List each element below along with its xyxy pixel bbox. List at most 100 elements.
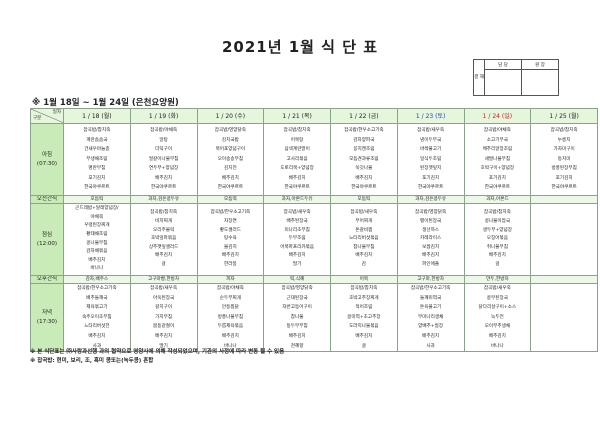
menu-item: 떡,식혜 [290, 277, 305, 282]
date-header: 1 / 21 (목) [263, 108, 331, 124]
menu-cell [530, 195, 598, 204]
menu-item: 포기김치 [555, 175, 573, 181]
menu-item: 배추김치 [355, 175, 373, 181]
date-header: 1 / 19 (화) [129, 108, 198, 124]
menu-item: 잡곡밥/새우죽 [483, 286, 511, 291]
meal-label: 점심 (12:00) [30, 203, 64, 276]
menu-cell: 모듬떡 [330, 195, 398, 204]
menu-table: 일자 구분 1 / 18 (월) 1 / 19 (화) 1 / 20 (수) 1 / … [30, 108, 598, 353]
menu-item: 포기김치 [422, 175, 440, 181]
menu-cell: 잡곡밥/한우소고기죽 감자양파국 꽁치캔조림 모듬견과류조림 쑥갓나물 배추김치 한국야쿠르… [330, 123, 398, 196]
menu-item: 녹두전 [491, 314, 504, 320]
menu-item: 꽁치캔조림 [353, 147, 375, 153]
page-title: 2021년 1월 식 단 표 [221, 38, 379, 56]
note-disclaimer: ※ 본 식단표는 ㈜사랑과선행 과의 협약으로 영양사에 의해 작성되었으며, … [30, 349, 285, 355]
menu-item: 오리주물럭 [153, 227, 175, 233]
menu-item: 알탕 [159, 137, 168, 143]
menu-cell: 피자 [196, 275, 265, 284]
menu-item: 배추김치 [355, 333, 373, 339]
menu-cell: 잡곡밥/새우죽 무어찌개 돈갈비찜 느타리버섯볶음 참나물무침 배추김치 감 [330, 203, 398, 276]
menu-item: 두부조림 [288, 236, 306, 242]
menu-item: 잡곡밥/새우죽 [150, 286, 178, 291]
corner-category-label: 구분 [33, 116, 42, 121]
menu-item: 가자미구이 [553, 147, 575, 153]
meal-name: 오후간식 [36, 276, 58, 283]
menu-item: 콩무된장국 [486, 295, 508, 301]
menu-item: 보쌈김치 [422, 244, 440, 250]
menu-item: 바나나 [491, 343, 504, 349]
approval-staff-header: 담 당 [484, 59, 522, 70]
menu-item: 배추김치 [155, 333, 173, 339]
menu-item: 연두부+양념장 [149, 166, 179, 172]
menu-item: 딸기 [159, 343, 168, 349]
menu-item: 한라봉 [224, 261, 237, 267]
menu-item: 호박고추장찌개 [349, 295, 379, 301]
menu-item: 한국야쿠르트 [217, 185, 244, 191]
menu-item: 바나나 [90, 266, 104, 272]
meal-name: 저녁 [41, 309, 53, 316]
menu-item: 느타리버섯볶음 [349, 236, 379, 242]
menu-item: 배추김치 [155, 253, 173, 259]
menu-item: 배추김치 [221, 333, 239, 339]
menu-item: 건새우마늘종 [84, 147, 110, 153]
date-header: 1 / 20 (수) [196, 108, 265, 124]
menu-item: 잡곡밥/한우소고기죽 [210, 210, 251, 216]
menu-cell: 고구마,한방차 [396, 275, 465, 284]
menu-item: 배추김치 [488, 333, 506, 339]
menu-item: 곤드레밥+달래양념장/ [75, 206, 119, 212]
menu-item: 동두부무침 [286, 324, 308, 330]
menu-item: 과자,검은콩두유 [415, 197, 447, 202]
date-header: 1 / 23 (토) [396, 108, 465, 124]
approval-label: 결 재 [473, 59, 485, 96]
menu-item: 명란무침 [88, 166, 106, 172]
menu-cell: 잡곡밥/새우죽 냉이두부국 바싹불고기 일식두조림 된장깻잎지 포기김치 한국야쿠르트 [396, 123, 465, 196]
meal-time: (12:00) [36, 240, 58, 247]
menu-item: 어묵 [359, 277, 369, 282]
meal-row: 저녁 (17:30) 잡곡밥/한우소고기죽 배추들깨국 제육볶고기 숙주오이초무침 느타리버… [30, 282, 598, 353]
menu-item: 계란솜솜국 [86, 137, 108, 143]
menu-item: 파인애플 [422, 261, 440, 267]
menu-item: 쑥갓나물 [355, 166, 373, 172]
approval-box: 결 재 담 당 원 장 [473, 59, 559, 96]
menu-item: 잡곡밥/참치죽 [483, 210, 511, 216]
menu-item: 콩미역+초고추장 [347, 314, 381, 320]
approval-staff-signature[interactable] [484, 69, 522, 96]
menu-item: 적어조림 [355, 305, 373, 311]
note-grain: ※ 잡곡밥: 현미, 보리, 조, 흑미 콩또는(녹두콩) 혼합 [30, 358, 154, 364]
menu-item: 근대된장국 [286, 295, 308, 301]
menu-item: 배추김치 [88, 257, 106, 263]
corner-date-label: 일자 [52, 110, 61, 115]
snack-row: 오전간식 모듬떡 과자,검은콩두유 모듬떡 과자,아몬드두유 모듬떡 과자,검은콩두유 과자,… [30, 195, 598, 204]
menu-item: 잡곡밥/새우죽 [283, 210, 311, 216]
menu-item: 한국야쿠르트 [84, 185, 110, 191]
menu-item: 배추김치 [88, 333, 106, 339]
menu-item: 감 [361, 261, 366, 267]
meal-time: (17:30) [36, 318, 58, 325]
menu-item: 피자 [226, 277, 235, 282]
menu-item: 콩나물이잡국 [484, 219, 511, 225]
approval-director-signature[interactable] [521, 69, 559, 96]
menu-item: 감자,배주스 [85, 277, 109, 282]
menu-item: 황도샐러드 [219, 227, 241, 233]
menu-item: 상추깻잎샐러드 [148, 244, 179, 250]
menu-item: 잡곡밥/야채죽 [216, 286, 244, 291]
menu-cell: 과자,검은콩두유 [396, 195, 465, 204]
menu-item: 야채죽 [90, 214, 104, 220]
menu-item: 도라지나물볶음 [349, 324, 379, 330]
menu-item: 방풍나물무침 [217, 314, 244, 320]
menu-item: 김치전 [224, 166, 237, 172]
menu-item: 잡곡밥/한우소고기죽 [410, 286, 451, 291]
menu-item: 미나리초무침 [284, 227, 310, 233]
menu-cell: 과자,검은콩두유 [129, 195, 198, 204]
menu-item: 배추김치 [355, 253, 373, 259]
menu-item: 참나물 [290, 314, 304, 320]
menu-item: 한국야쿠르트 [284, 185, 310, 191]
header-row: 일자 구분 1 / 18 (월) 1 / 19 (화) 1 / 20 (수) 1 / … [30, 108, 598, 124]
menu-item: 탕수육 [224, 236, 237, 242]
menu-item: 양배추+쌈장 [418, 324, 444, 330]
menu-item: 호박잎파볶음 [150, 236, 177, 242]
menu-item: 삼색계란말이 [284, 147, 310, 153]
snack-row: 오후간식 감자,배주스 고구마빵,한방차 피자 떡,식혜 어묵 고구마,한방차 만두,한방차 [30, 275, 598, 284]
menu-item: 과자,아몬드 [486, 197, 509, 202]
menu-cell [530, 203, 598, 276]
